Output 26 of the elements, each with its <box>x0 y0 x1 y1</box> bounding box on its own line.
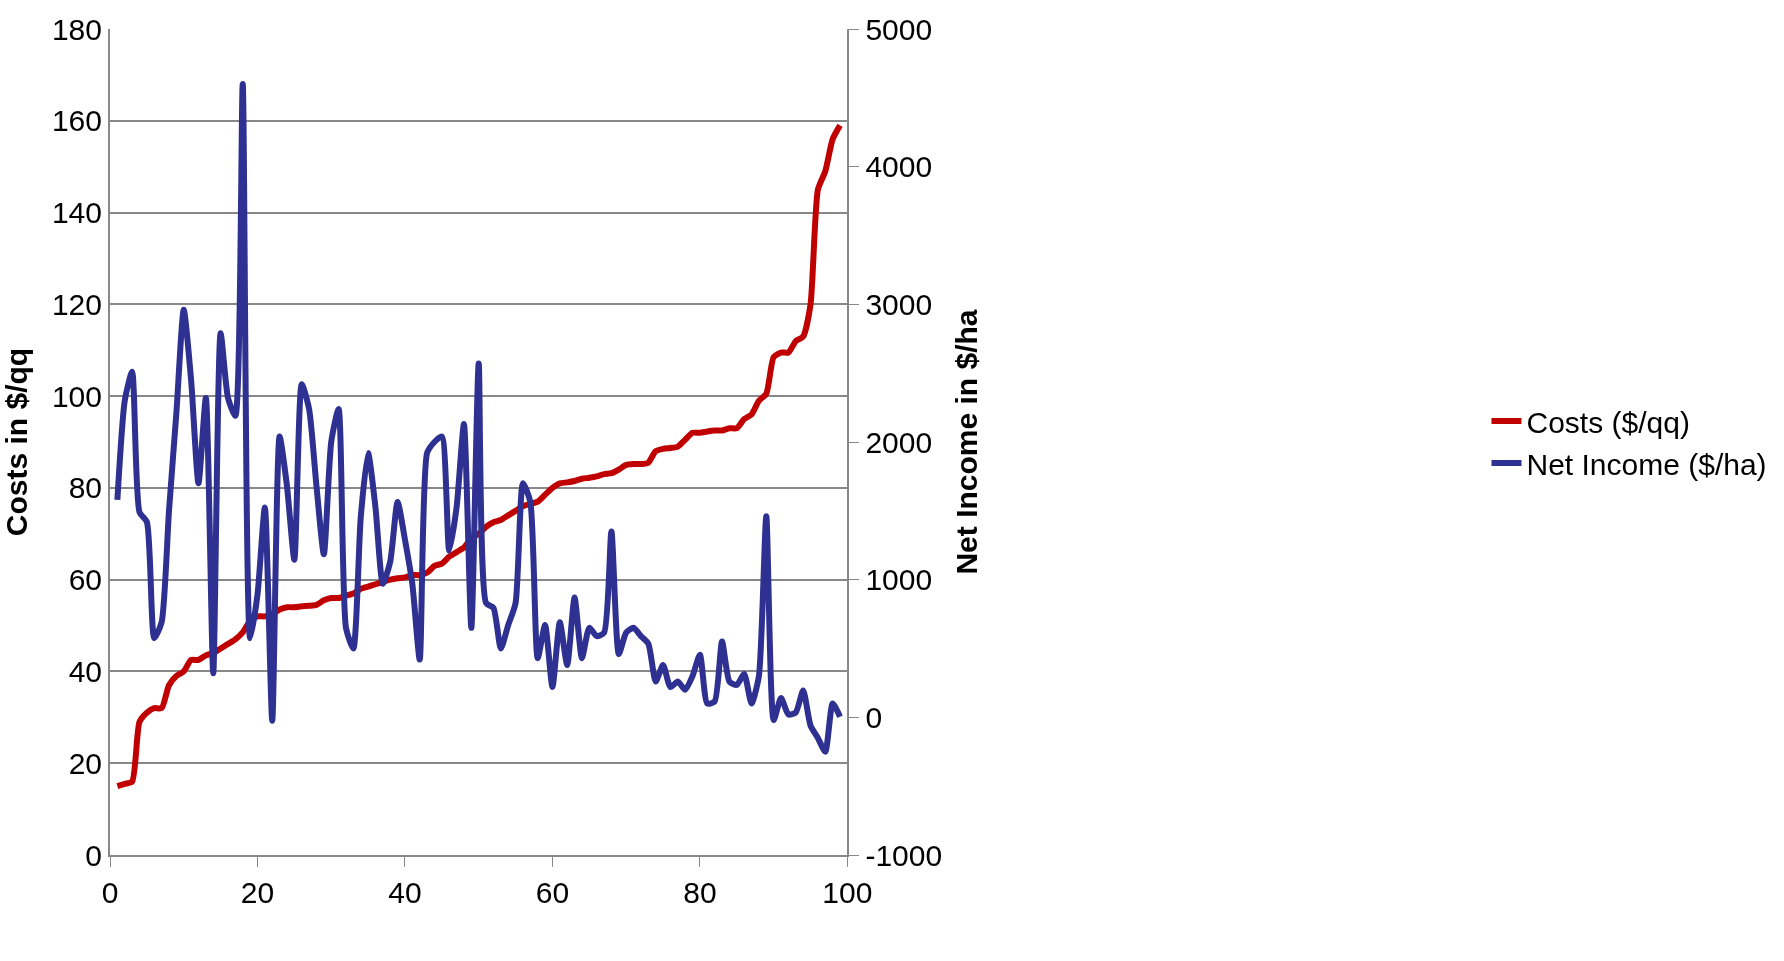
y-tick-label: 120 <box>51 287 102 321</box>
x-tick-label: 20 <box>240 876 275 909</box>
y-tick-label: 80 <box>68 471 102 505</box>
y-tick-label: 180 <box>51 12 102 46</box>
y2-axis-title: Net Income in $/ha <box>950 309 984 575</box>
y-tick-label: 60 <box>68 563 102 597</box>
y2-tick-label: 4000 <box>865 150 933 184</box>
y-tick-label: 160 <box>51 104 102 138</box>
y2-tick-label: 5000 <box>865 12 933 46</box>
y-tick-label: 40 <box>68 654 102 688</box>
y2-tick-label: 0 <box>865 700 883 734</box>
y-axis-title: Costs in $/qq <box>0 347 34 537</box>
x-tick-label: 80 <box>683 876 717 909</box>
x-tick-label: 60 <box>535 876 570 909</box>
y-tick-label: 100 <box>51 379 102 413</box>
y2-tick-label: 3000 <box>865 287 933 321</box>
x-tick-label: 40 <box>388 876 422 909</box>
legend-label: Costs ($/qq) <box>1526 405 1690 439</box>
legend-label: Net Income ($/ha) <box>1526 447 1767 481</box>
y-tick-label: 20 <box>68 746 102 780</box>
x-tick-label: 100 <box>822 876 873 909</box>
y-tick-label: 140 <box>51 196 102 230</box>
y2-tick-label: 2000 <box>865 425 933 459</box>
y2-tick-label: 1000 <box>865 563 933 597</box>
y2-tick-label: -1000 <box>865 838 943 872</box>
y-tick-label: 0 <box>85 838 102 872</box>
